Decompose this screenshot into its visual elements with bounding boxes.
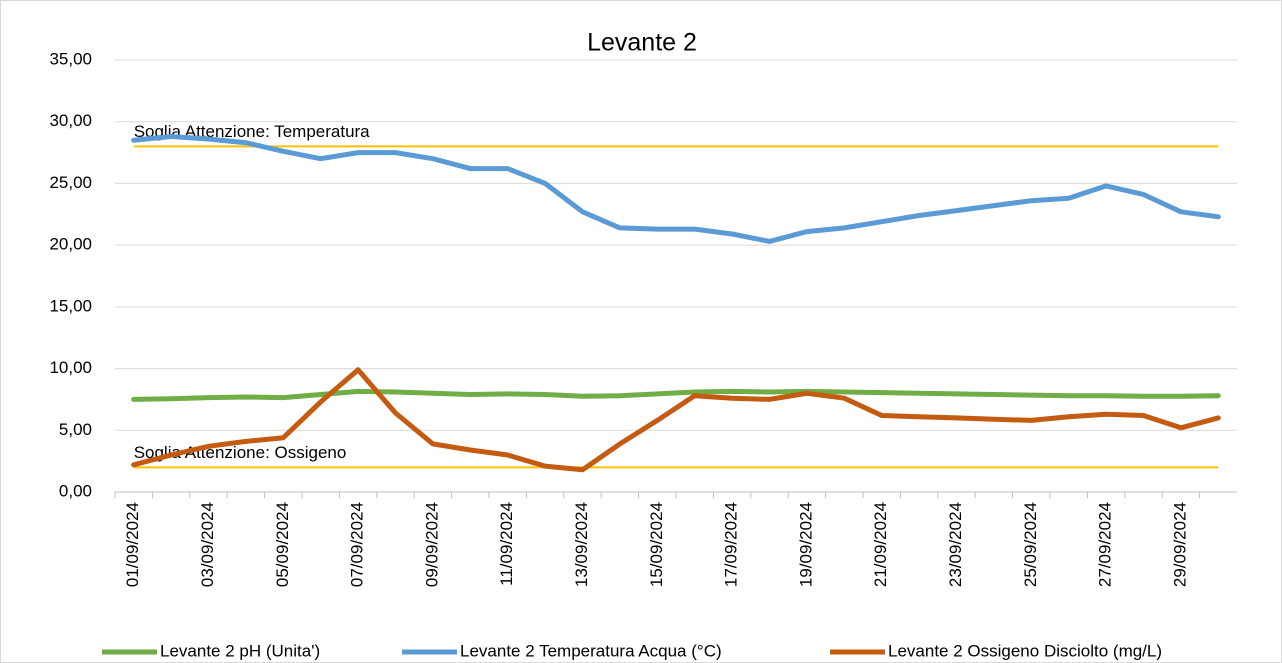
- x-tick-label: 15/09/2024: [647, 502, 666, 587]
- series-line: [131, 134, 1221, 244]
- x-tick-label: 27/09/2024: [1096, 502, 1115, 587]
- x-tick-label: 11/09/2024: [497, 502, 516, 586]
- x-tick-label: 25/09/2024: [1021, 502, 1040, 587]
- x-tick-label: 03/09/2024: [198, 502, 217, 587]
- x-tick-label: 29/09/2024: [1170, 502, 1189, 587]
- legend-label: Levante 2 pH (Unita'): [160, 641, 320, 660]
- legend-label: Levante 2 Temperatura Acqua (°C): [460, 641, 722, 660]
- y-tick-label: 10,00: [49, 358, 92, 377]
- x-tick-label: 21/09/2024: [871, 502, 890, 587]
- y-tick-label: 0,00: [59, 481, 92, 500]
- x-tick-label: 05/09/2024: [273, 502, 292, 587]
- y-tick-label: 30,00: [49, 111, 92, 130]
- y-tick-label: 20,00: [49, 235, 92, 254]
- x-tick-label: 07/09/2024: [348, 502, 367, 587]
- y-tick-label: 5,00: [59, 420, 92, 439]
- x-tick-label: 13/09/2024: [572, 502, 591, 587]
- series-line: [131, 367, 1221, 473]
- y-tick-label: 15,00: [49, 296, 92, 315]
- x-tick-label: 23/09/2024: [946, 502, 965, 587]
- x-tick-label: 09/09/2024: [422, 502, 441, 587]
- y-tick-label: 25,00: [49, 173, 92, 192]
- threshold-label: Soglia Attenzione: Ossigeno: [134, 443, 347, 462]
- y-tick-label: 35,00: [49, 49, 92, 68]
- legend-label: Levante 2 Ossigeno Disciolto (mg/L): [888, 641, 1162, 660]
- x-tick-label: 17/09/2024: [722, 502, 741, 587]
- x-tick-label: 19/09/2024: [796, 502, 815, 587]
- x-tick-label: 01/09/2024: [123, 502, 142, 587]
- series-line: [131, 388, 1221, 402]
- chart-title: Levante 2: [587, 29, 697, 57]
